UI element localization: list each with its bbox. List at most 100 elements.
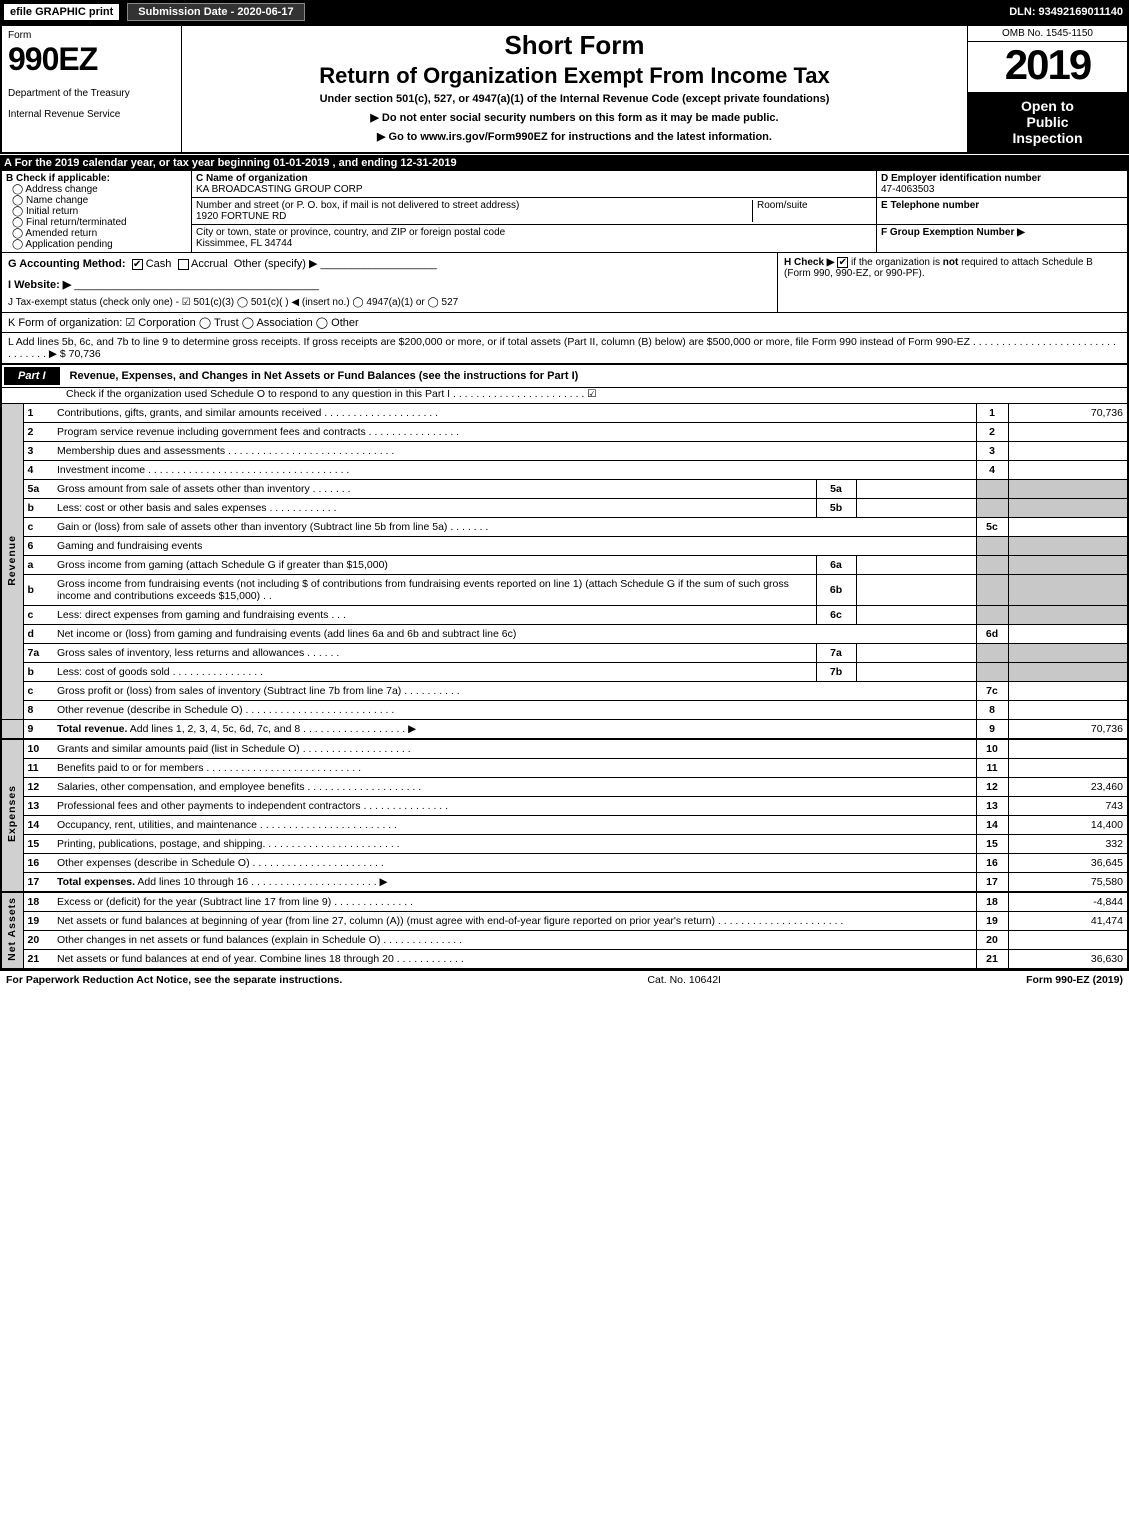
room-suite-label: Room/suite: [752, 200, 872, 222]
group-exemption-label: F Group Exemption Number ▶: [881, 227, 1025, 238]
checkbox-cash[interactable]: ✔: [132, 259, 143, 270]
line-16-num: 16: [23, 854, 53, 873]
open-to-public-inspection: Open to Public Inspection: [968, 92, 1127, 152]
checkbox-final-return[interactable]: ◯ Final return/terminated: [12, 217, 187, 228]
line-18-num: 18: [23, 892, 53, 912]
gh-row: G Accounting Method: ✔ Cash Accrual Othe…: [0, 253, 1129, 313]
accrual-label: Accrual: [191, 258, 228, 270]
line-6d-num: d: [23, 625, 53, 644]
goto-link[interactable]: ▶ Go to www.irs.gov/Form990EZ for instru…: [192, 130, 957, 143]
line-4-rnum: 4: [976, 461, 1008, 480]
line-7b-rval-shade: [1008, 663, 1128, 682]
line-8-text: Other revenue (describe in Schedule O) .…: [53, 701, 976, 720]
checkbox-application-pending[interactable]: ◯ Application pending: [12, 239, 187, 250]
top-bar: efile GRAPHIC print Submission Date - 20…: [0, 0, 1129, 24]
line-14-text: Occupancy, rent, utilities, and maintena…: [53, 816, 976, 835]
line-11-text: Benefits paid to or for members . . . . …: [53, 759, 976, 778]
line-6a-inbox-value[interactable]: [856, 556, 976, 575]
line-21-rnum: 21: [976, 950, 1008, 970]
line-6a-num: a: [23, 556, 53, 575]
under-section: Under section 501(c), 527, or 4947(a)(1)…: [192, 93, 957, 105]
section-b-header: B Check if applicable:: [6, 173, 187, 184]
line-3-num: 3: [23, 442, 53, 461]
city-value: Kissimmee, FL 34744: [196, 238, 292, 249]
checkbox-address-change[interactable]: ◯ Address change: [12, 184, 187, 195]
line-8-rnum: 8: [976, 701, 1008, 720]
line-1-rnum: 1: [976, 404, 1008, 423]
line-6b-rnum-shade: [976, 575, 1008, 606]
line-7c-text: Gross profit or (loss) from sales of inv…: [53, 682, 976, 701]
line-15-text: Printing, publications, postage, and shi…: [53, 835, 976, 854]
submission-date-button[interactable]: Submission Date - 2020-06-17: [127, 3, 304, 21]
line-6c-inbox-label: 6c: [816, 606, 856, 625]
line-7a-inbox-value[interactable]: [856, 644, 976, 663]
revenue-section-label: Revenue: [1, 404, 23, 720]
line-16-value: 36,645: [1008, 854, 1128, 873]
checkbox-name-change[interactable]: ◯ Name change: [12, 195, 187, 206]
line-18-rnum: 18: [976, 892, 1008, 912]
line-2-rnum: 2: [976, 423, 1008, 442]
checkbox-accrual[interactable]: [178, 259, 189, 270]
line-7b-inbox-value[interactable]: [856, 663, 976, 682]
section-b: B Check if applicable: ◯ Address change …: [2, 171, 192, 252]
line-6d-value: [1008, 625, 1128, 644]
line-5a-inbox-value[interactable]: [856, 480, 976, 499]
line-7b-num: b: [23, 663, 53, 682]
part-1-header: Part I Revenue, Expenses, and Changes in…: [0, 364, 1129, 388]
line-19-value: 41,474: [1008, 912, 1128, 931]
line-20-rnum: 20: [976, 931, 1008, 950]
efile-print-button[interactable]: efile GRAPHIC print: [4, 4, 119, 20]
line-6c-inbox-value[interactable]: [856, 606, 976, 625]
line-11-num: 11: [23, 759, 53, 778]
cash-label: Cash: [146, 258, 172, 270]
line-6b-inbox-value[interactable]: [856, 575, 976, 606]
telephone-label: E Telephone number: [881, 200, 979, 211]
line-6b-num: b: [23, 575, 53, 606]
line-17-value: 75,580: [1008, 873, 1128, 893]
footer-center: Cat. No. 10642I: [647, 974, 721, 986]
line-5a-text: Gross amount from sale of assets other t…: [53, 480, 816, 499]
revenue-section-end: [1, 720, 23, 740]
tax-year: 2019: [968, 42, 1127, 92]
line-6b-rval-shade: [1008, 575, 1128, 606]
omb-number: OMB No. 1545-1150: [968, 26, 1127, 42]
org-info-grid: B Check if applicable: ◯ Address change …: [0, 171, 1129, 253]
org-name-label: C Name of organization: [196, 173, 308, 184]
street-label: Number and street (or P. O. box, if mail…: [196, 200, 519, 211]
checkbox-schedule-b[interactable]: ✔: [837, 257, 848, 268]
line-6c-rnum-shade: [976, 606, 1008, 625]
line-16-rnum: 16: [976, 854, 1008, 873]
checkbox-amended-return[interactable]: ◯ Amended return: [12, 228, 187, 239]
line-6c-text: Less: direct expenses from gaming and fu…: [53, 606, 816, 625]
checkbox-initial-return[interactable]: ◯ Initial return: [12, 206, 187, 217]
row-l-value: 70,736: [69, 348, 101, 360]
line-3-value: [1008, 442, 1128, 461]
line-6-rval-shade: [1008, 537, 1128, 556]
line-5c-num: c: [23, 518, 53, 537]
line-7c-rnum: 7c: [976, 682, 1008, 701]
line-20-num: 20: [23, 931, 53, 950]
line-5a-rval-shade: [1008, 480, 1128, 499]
line-13-text: Professional fees and other payments to …: [53, 797, 976, 816]
line-11-rnum: 11: [976, 759, 1008, 778]
line-17-num: 17: [23, 873, 53, 893]
section-h: H Check ▶ ✔ if the organization is not r…: [777, 253, 1127, 312]
line-2-text: Program service revenue including govern…: [53, 423, 976, 442]
inspection-line-3: Inspection: [972, 130, 1123, 146]
part-1-title: Revenue, Expenses, and Changes in Net As…: [62, 370, 579, 382]
line-6a-rval-shade: [1008, 556, 1128, 575]
dln-label: DLN: 93492169011140: [1009, 6, 1129, 18]
line-6d-rnum: 6d: [976, 625, 1008, 644]
line-5a-inbox-label: 5a: [816, 480, 856, 499]
line-5b-num: b: [23, 499, 53, 518]
line-19-num: 19: [23, 912, 53, 931]
line-5b-text: Less: cost or other basis and sales expe…: [53, 499, 816, 518]
line-5b-inbox-value[interactable]: [856, 499, 976, 518]
line-18-text: Excess or (deficit) for the year (Subtra…: [53, 892, 976, 912]
irs-label: Internal Revenue Service: [8, 109, 175, 120]
line-6c-rval-shade: [1008, 606, 1128, 625]
line-15-value: 332: [1008, 835, 1128, 854]
line-7b-rnum-shade: [976, 663, 1008, 682]
line-4-text: Investment income . . . . . . . . . . . …: [53, 461, 976, 480]
line-13-rnum: 13: [976, 797, 1008, 816]
